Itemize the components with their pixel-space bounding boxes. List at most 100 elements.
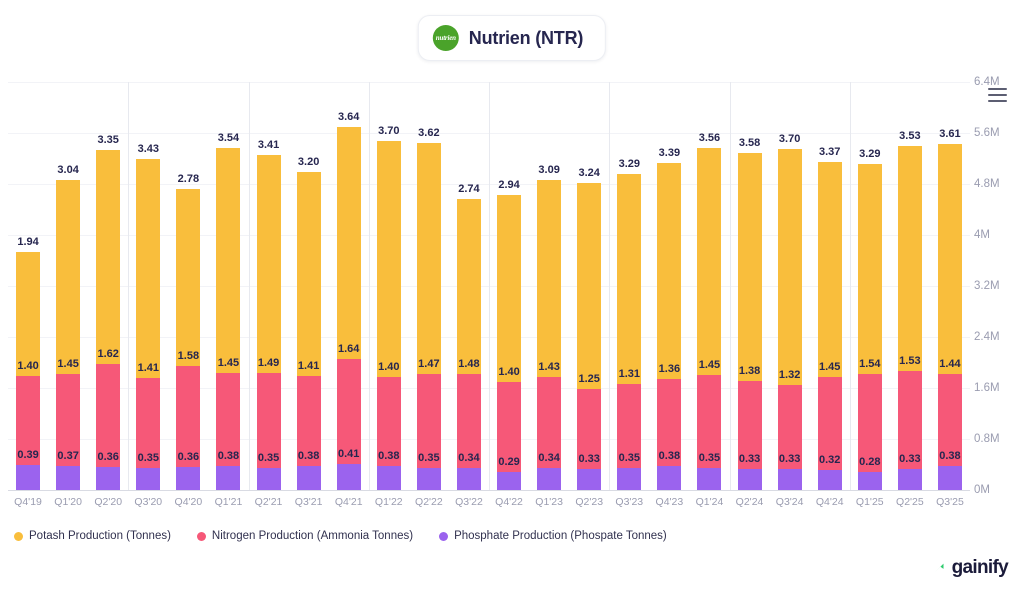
bar-group[interactable]: 3.61 1.44 0.38 xyxy=(937,128,962,490)
bar-segment-potash[interactable]: 3.54 xyxy=(216,132,241,374)
bar-segment-phosphate[interactable] xyxy=(857,472,882,490)
bar-segment-potash[interactable]: 3.64 xyxy=(336,112,361,360)
bar-segment-potash[interactable]: 3.09 xyxy=(537,165,562,378)
bar-segment-phosphate[interactable] xyxy=(16,465,41,490)
bar-segment-phosphate[interactable] xyxy=(376,465,401,490)
bar-group[interactable]: 1.94 1.40 0.39 xyxy=(16,237,41,490)
bar-segment-nitrogen[interactable] xyxy=(657,379,682,466)
bar-segment-phosphate[interactable] xyxy=(336,463,361,490)
bar-group[interactable]: 3.54 1.45 0.38 xyxy=(216,132,241,490)
bar-segment-potash[interactable]: 3.53 xyxy=(897,131,922,372)
bar-segment-potash[interactable]: 3.41 xyxy=(256,140,281,373)
bar-group[interactable]: 3.56 1.45 0.35 xyxy=(697,133,722,490)
bar-segment-nitrogen[interactable] xyxy=(336,359,361,464)
bar-segment-nitrogen[interactable] xyxy=(456,373,481,469)
bar-segment-potash[interactable]: 3.39 xyxy=(657,147,682,380)
bar-group[interactable]: 3.64 1.64 0.41 xyxy=(336,112,361,490)
bar-segment-nitrogen[interactable] xyxy=(817,377,842,470)
bar-segment-nitrogen[interactable] xyxy=(697,375,722,468)
bar-segment-nitrogen[interactable] xyxy=(56,373,81,467)
bar-segment-phosphate[interactable] xyxy=(176,467,201,490)
bar-segment-nitrogen[interactable] xyxy=(376,376,401,466)
bar-segment-nitrogen[interactable] xyxy=(777,384,802,469)
bar-segment-potash[interactable]: 3.62 xyxy=(416,128,441,374)
legend-item[interactable]: Phosphate Production (Phospate Tonnes) xyxy=(439,530,667,542)
bar-segment-phosphate[interactable] xyxy=(136,467,161,490)
bar-segment-potash[interactable]: 3.56 xyxy=(697,133,722,376)
bar-segment-phosphate[interactable] xyxy=(96,467,121,490)
bar-segment-potash[interactable]: 3.35 xyxy=(96,135,121,364)
bar-segment-potash[interactable]: 2.74 xyxy=(456,184,481,374)
bar-segment-potash[interactable]: 3.24 xyxy=(577,167,602,390)
bar-group[interactable]: 3.41 1.49 0.35 xyxy=(256,140,281,490)
bar-segment-phosphate[interactable] xyxy=(737,468,762,490)
bar-group[interactable]: 3.58 1.38 0.33 xyxy=(737,137,762,490)
bar-segment-potash[interactable]: 3.20 xyxy=(296,156,321,376)
bar-segment-nitrogen[interactable] xyxy=(617,384,642,468)
bar-segment-nitrogen[interactable] xyxy=(857,373,882,473)
bar-segment-potash[interactable]: 3.58 xyxy=(737,137,762,381)
bar-segment-nitrogen[interactable] xyxy=(176,366,201,468)
bar-segment-nitrogen[interactable] xyxy=(216,373,241,466)
bar-segment-nitrogen[interactable] xyxy=(497,382,522,472)
bar-segment-potash[interactable]: 3.70 xyxy=(777,133,802,385)
bar-group[interactable]: 3.24 1.25 0.33 xyxy=(577,167,602,490)
bar-segment-nitrogen[interactable] xyxy=(16,375,41,466)
bar-segment-phosphate[interactable] xyxy=(577,468,602,490)
bar-group[interactable]: 3.70 1.40 0.38 xyxy=(376,125,401,490)
bar-segment-phosphate[interactable] xyxy=(456,468,481,490)
bar-segment-nitrogen[interactable] xyxy=(136,377,161,468)
bar-segment-phosphate[interactable] xyxy=(897,468,922,490)
bar-group[interactable]: 3.37 1.45 0.32 xyxy=(817,147,842,490)
legend-item[interactable]: Nitrogen Production (Ammonia Tonnes) xyxy=(196,530,413,542)
bar-group[interactable]: 2.74 1.48 0.34 xyxy=(456,184,481,490)
bar-segment-phosphate[interactable] xyxy=(256,467,281,490)
bar-segment-nitrogen[interactable] xyxy=(416,373,441,468)
bar-segment-phosphate[interactable] xyxy=(777,468,802,490)
bar-segment-phosphate[interactable] xyxy=(537,468,562,490)
bar-segment-phosphate[interactable] xyxy=(56,466,81,490)
bar-group[interactable]: 3.09 1.43 0.34 xyxy=(537,165,562,490)
bar-group[interactable]: 3.70 1.32 0.33 xyxy=(777,133,802,490)
bar-segment-nitrogen[interactable] xyxy=(96,363,121,468)
chart-menu-icon[interactable] xyxy=(988,88,1007,102)
bar-group[interactable]: 3.29 1.54 0.28 xyxy=(857,149,882,490)
bar-segment-potash[interactable]: 3.43 xyxy=(136,144,161,378)
bar-segment-phosphate[interactable] xyxy=(817,469,842,490)
bar-segment-potash[interactable]: 2.78 xyxy=(176,174,201,367)
bar-segment-phosphate[interactable] xyxy=(657,465,682,490)
bar-segment-potash[interactable]: 2.94 xyxy=(497,179,522,383)
bar-group[interactable]: 2.78 1.58 0.36 xyxy=(176,174,201,490)
bar-segment-potash[interactable]: 3.04 xyxy=(56,165,81,374)
bar-segment-nitrogen[interactable] xyxy=(256,372,281,468)
bar-segment-phosphate[interactable] xyxy=(497,471,522,490)
bar-group[interactable]: 3.62 1.47 0.35 xyxy=(416,128,441,490)
bar-group[interactable]: 3.29 1.31 0.35 xyxy=(617,159,642,490)
bar-segment-nitrogen[interactable] xyxy=(296,375,321,466)
bar-segment-phosphate[interactable] xyxy=(416,467,441,490)
legend-item[interactable]: Potash Production (Tonnes) xyxy=(14,530,171,542)
bar-segment-phosphate[interactable] xyxy=(697,467,722,490)
bar-segment-potash[interactable]: 3.70 xyxy=(376,125,401,377)
bar-segment-phosphate[interactable] xyxy=(617,467,642,490)
bar-segment-potash[interactable]: 3.61 xyxy=(937,128,962,374)
bar-segment-potash[interactable]: 3.37 xyxy=(817,147,842,378)
bar-segment-nitrogen[interactable] xyxy=(937,373,962,466)
bar-segment-nitrogen[interactable] xyxy=(537,377,562,469)
bar-segment-potash[interactable]: 1.94 xyxy=(16,237,41,376)
bar-segment-phosphate[interactable] xyxy=(216,465,241,490)
bar-segment-potash[interactable]: 3.29 xyxy=(617,159,642,385)
bar-segment-nitrogen[interactable] xyxy=(577,389,602,469)
bar-group[interactable]: 3.35 1.62 0.36 xyxy=(96,135,121,490)
bar-group[interactable]: 3.39 1.36 0.38 xyxy=(657,147,682,490)
bar-group[interactable]: 3.20 1.41 0.38 xyxy=(296,156,321,490)
bar-group[interactable]: 2.94 1.40 0.29 xyxy=(497,179,522,490)
bar-group[interactable]: 3.53 1.53 0.33 xyxy=(897,131,922,490)
bar-segment-phosphate[interactable] xyxy=(937,465,962,490)
bar-segment-nitrogen[interactable] xyxy=(897,371,922,469)
bar-group[interactable]: 3.04 1.45 0.37 xyxy=(56,165,81,490)
bar-segment-potash[interactable]: 3.29 xyxy=(857,149,882,374)
bar-group[interactable]: 3.43 1.41 0.35 xyxy=(136,144,161,490)
bar-segment-nitrogen[interactable] xyxy=(737,381,762,469)
bar-segment-phosphate[interactable] xyxy=(296,465,321,490)
